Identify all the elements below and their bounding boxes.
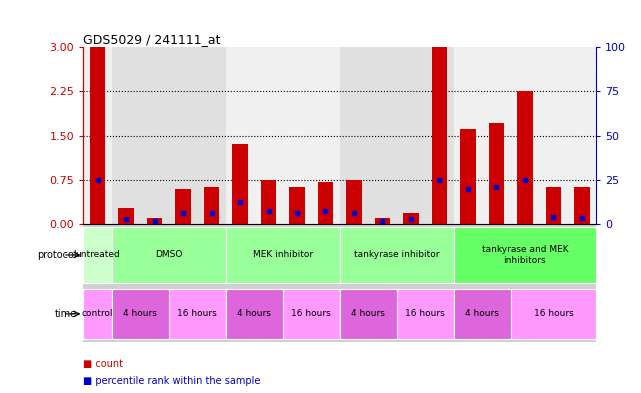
Bar [340,227,454,283]
Bar [454,227,596,283]
Text: 16 hours: 16 hours [405,309,445,318]
Text: ■ percentile rank within the sample: ■ percentile rank within the sample [83,376,261,386]
Bar [226,289,283,339]
Bar [169,289,226,339]
Text: DMSO: DMSO [155,250,183,259]
Text: 16 hours: 16 hours [292,309,331,318]
Text: 16 hours: 16 hours [533,309,573,318]
Bar [340,47,454,224]
Bar [112,289,169,339]
Bar [318,182,333,224]
Bar [454,289,511,339]
Bar [226,47,340,224]
Text: 4 hours: 4 hours [351,309,385,318]
Bar [574,187,590,224]
Bar [175,189,191,224]
Text: 4 hours: 4 hours [237,309,271,318]
Bar [460,129,476,224]
Text: GDS5029 / 241111_at: GDS5029 / 241111_at [83,33,221,46]
Bar [517,91,533,224]
Text: 4 hours: 4 hours [465,309,499,318]
Bar [511,289,596,339]
Bar [545,187,562,224]
Bar [232,144,248,224]
Bar [112,227,226,283]
Text: tankyrase inhibitor: tankyrase inhibitor [354,250,440,259]
Bar [403,213,419,224]
Bar [112,47,226,224]
Bar [83,227,112,283]
Text: 16 hours: 16 hours [178,309,217,318]
Bar [83,289,112,339]
Bar [90,47,105,224]
Text: untreated: untreated [75,250,120,259]
Bar [283,289,340,339]
Bar [83,47,112,224]
Bar [346,180,362,224]
Bar [431,47,447,224]
Bar [147,218,162,224]
Bar [118,208,134,224]
Bar [204,187,219,224]
Text: protocol: protocol [37,250,77,260]
Text: ■ count: ■ count [83,358,123,369]
Text: MEK inhibitor: MEK inhibitor [253,250,313,259]
Bar [261,180,276,224]
Bar [340,289,397,339]
Bar [454,47,596,224]
Bar [226,227,340,283]
Bar [488,123,504,224]
Text: tankyrase and MEK
inhibitors: tankyrase and MEK inhibitors [481,245,568,264]
Text: 4 hours: 4 hours [123,309,157,318]
Bar [374,218,390,224]
Bar [397,289,454,339]
Text: time: time [54,309,77,319]
Text: control: control [82,309,113,318]
Bar [289,187,305,224]
